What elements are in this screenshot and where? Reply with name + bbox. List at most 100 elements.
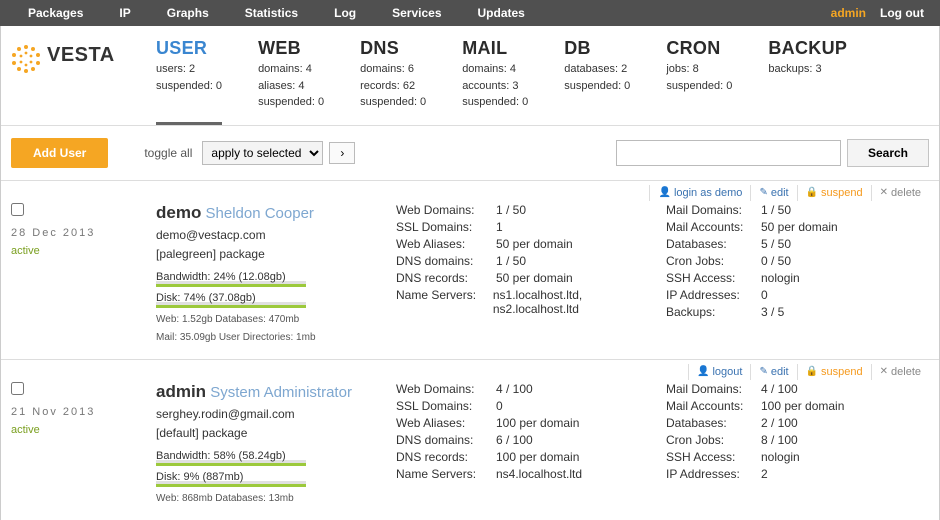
logo-icon [11, 44, 41, 74]
user-checkbox[interactable] [11, 382, 24, 395]
delete-icon: ✕ [880, 366, 888, 377]
tab-backup[interactable]: BACKUPbackups: 3 [768, 38, 847, 125]
user-stats-mid: Web Domains:1 / 50SSL Domains:1Web Alias… [396, 203, 666, 345]
tab-stat: databases: 2 [564, 61, 630, 78]
action-label: delete [891, 187, 921, 199]
stat-value: 0 [761, 288, 768, 302]
stat-value: 5 / 50 [761, 237, 791, 251]
user-summary: demo Sheldon Cooperdemo@vestacp.com[pale… [156, 203, 396, 345]
user-date: 28 Dec 2013 [11, 227, 156, 239]
toolbar: Add User toggle all apply to selected › … [1, 126, 939, 181]
action-label: suspend [821, 366, 863, 378]
stat-row: Mail Domains:1 / 50 [666, 203, 929, 217]
tab-stat: jobs: 8 [666, 61, 732, 78]
user-email: demo@vestacp.com [156, 228, 396, 242]
user-meta: 21 Nov 2013active [11, 382, 156, 506]
tab-stat: accounts: 3 [462, 78, 528, 95]
suspend-icon: 🔒 [806, 366, 818, 377]
stat-value: 50 per domain [761, 220, 838, 234]
tab-stat: backups: 3 [768, 61, 847, 78]
stat-key: Databases: [666, 416, 761, 430]
fullname: System Administrator [206, 384, 352, 401]
stat-value: 2 [761, 467, 768, 481]
stat-key: Name Servers: [396, 467, 496, 481]
stat-key: Mail Accounts: [666, 220, 761, 234]
stat-row: IP Addresses:2 [666, 467, 929, 481]
tab-user[interactable]: USER users: 2suspended: 0 [156, 38, 222, 125]
stat-row: Name Servers:ns1.localhost.ltd, ns2.loca… [396, 288, 666, 316]
nav-statistics[interactable]: Statistics [227, 6, 316, 20]
action-logout[interactable]: 👤logout [688, 364, 750, 380]
tab-title: DB [564, 38, 630, 59]
stat-value: 1 / 50 [496, 254, 526, 268]
action-delete[interactable]: ✕delete [871, 185, 929, 201]
tab-db[interactable]: DB databases: 2suspended: 0 [564, 38, 630, 125]
stat-value: nologin [761, 450, 800, 464]
action-edit[interactable]: ✎edit [750, 364, 796, 380]
nav-log[interactable]: Log [316, 6, 374, 20]
user-checkbox[interactable] [11, 203, 24, 216]
user-status: active [11, 424, 156, 436]
stat-key: Name Servers: [396, 288, 493, 316]
tab-title: USER [156, 38, 222, 59]
user-email: serghey.rodin@gmail.com [156, 407, 396, 421]
action-edit[interactable]: ✎edit [750, 185, 796, 201]
delete-icon: ✕ [880, 187, 888, 198]
stat-row: Databases:2 / 100 [666, 416, 929, 430]
stat-key: IP Addresses: [666, 288, 761, 302]
stat-key: SSL Domains: [396, 220, 496, 234]
tab-cron[interactable]: CRONjobs: 8suspended: 0 [666, 38, 732, 125]
disk-bar: Disk: 9% (887mb) [156, 471, 306, 487]
action-login-as-demo[interactable]: 👤login as demo [649, 185, 750, 201]
stat-value: 100 per domain [761, 399, 844, 413]
stat-key: Web Domains: [396, 203, 496, 217]
nav-packages[interactable]: Packages [10, 6, 101, 20]
tab-stat: users: 2 [156, 61, 222, 78]
action-suspend[interactable]: 🔒suspend [797, 185, 871, 201]
stat-row: SSH Access:nologin [666, 271, 929, 285]
toggle-all[interactable]: toggle all [144, 146, 192, 160]
stat-value: 100 per domain [496, 416, 579, 430]
tab-dns[interactable]: DNSdomains: 6records: 62suspended: 0 [360, 38, 426, 125]
stat-row: Web Domains:1 / 50 [396, 203, 666, 217]
user-package: [default] package [156, 426, 396, 440]
add-user-button[interactable]: Add User [11, 138, 108, 168]
stat-key: SSH Access: [666, 271, 761, 285]
action-delete[interactable]: ✕delete [871, 364, 929, 380]
stat-row: Backups:3 / 5 [666, 305, 929, 319]
stat-row: Cron Jobs:8 / 100 [666, 433, 929, 447]
action-suspend[interactable]: 🔒suspend [797, 364, 871, 380]
nav-ip[interactable]: IP [101, 6, 148, 20]
logout-link[interactable]: Log out [876, 6, 930, 20]
stat-row: Databases:5 / 50 [666, 237, 929, 251]
user-stats-right: Mail Domains:4 / 100Mail Accounts:100 pe… [666, 382, 929, 506]
stat-row: Web Aliases:50 per domain [396, 237, 666, 251]
suspend-icon: 🔒 [806, 187, 818, 198]
search-input[interactable] [616, 140, 841, 166]
stat-row: Mail Accounts:50 per domain [666, 220, 929, 234]
tab-stat: suspended: 0 [564, 78, 630, 95]
action-label: logout [712, 366, 742, 378]
search-button[interactable]: Search [847, 139, 929, 167]
stat-row: Name Servers:ns4.localhost.ltd [396, 467, 666, 481]
action-label: edit [771, 187, 789, 199]
nav-updates[interactable]: Updates [460, 6, 543, 20]
action-label: login as demo [674, 187, 743, 199]
stat-value: 4 / 100 [496, 382, 533, 396]
bulk-apply-button[interactable]: › [329, 142, 355, 164]
tab-stat: suspended: 0 [156, 78, 222, 95]
stat-value: 6 / 100 [496, 433, 533, 447]
tab-web[interactable]: WEBdomains: 4aliases: 4suspended: 0 [258, 38, 324, 125]
nav-graphs[interactable]: Graphs [149, 6, 227, 20]
tab-mail[interactable]: MAILdomains: 4accounts: 3suspended: 0 [462, 38, 528, 125]
bulk-action-select[interactable]: apply to selected [202, 141, 323, 165]
action-label: suspend [821, 187, 863, 199]
stat-value: 1 / 50 [496, 203, 526, 217]
stat-value: 1 / 50 [761, 203, 791, 217]
nav-services[interactable]: Services [374, 6, 459, 20]
usage-detail: Mail: 35.09gb User Directories: 1mb [156, 331, 396, 345]
stat-key: DNS records: [396, 271, 496, 285]
tab-stat: aliases: 4 [258, 78, 324, 95]
current-user[interactable]: admin [821, 6, 876, 20]
user-summary: admin System Administratorserghey.rodin@… [156, 382, 396, 506]
